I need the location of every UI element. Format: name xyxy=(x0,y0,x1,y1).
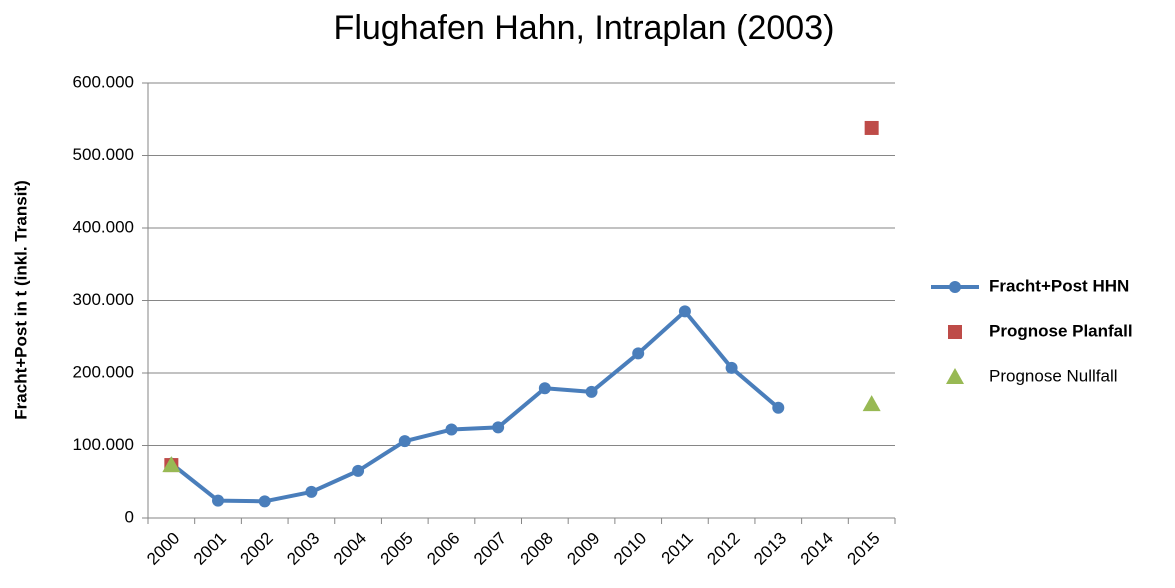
x-tick-label: 2003 xyxy=(283,529,323,569)
point xyxy=(538,382,551,395)
point xyxy=(632,347,645,360)
y-tick-label: 300.000 xyxy=(73,290,134,309)
y-tick-label: 0 xyxy=(125,507,134,526)
x-tick-label: 2008 xyxy=(517,529,557,569)
legend-symbol xyxy=(949,281,961,293)
x-tick-label: 2001 xyxy=(190,529,230,569)
x-tick-label: 2014 xyxy=(797,529,837,569)
legend-label: Prognose Planfall xyxy=(989,321,1133,340)
x-tick-label: 2015 xyxy=(843,529,883,569)
x-tick-label: 2013 xyxy=(750,529,790,569)
legend-label: Fracht+Post HHN xyxy=(989,276,1129,295)
x-tick-label: 2006 xyxy=(423,529,463,569)
y-axis-label: Fracht+Post in t (inkl. Transit) xyxy=(11,180,30,419)
legend-symbol xyxy=(948,325,962,339)
y-tick-label: 400.000 xyxy=(73,217,134,236)
x-tick-label: 2004 xyxy=(330,529,370,569)
point xyxy=(162,456,181,473)
point xyxy=(585,385,598,398)
y-tick-label: 600.000 xyxy=(73,72,134,91)
legend-symbol xyxy=(946,368,964,384)
point xyxy=(398,435,411,448)
point xyxy=(258,495,271,508)
x-tick-label: 2009 xyxy=(563,529,603,569)
point xyxy=(772,401,785,414)
point xyxy=(725,361,738,374)
point xyxy=(864,120,879,135)
legend-label: Prognose Nullfall xyxy=(989,366,1118,385)
x-tick-label: 2010 xyxy=(610,529,650,569)
y-tick-label: 500.000 xyxy=(73,145,134,164)
series-line xyxy=(170,309,780,504)
point xyxy=(445,423,458,436)
chart-title: Flughafen Hahn, Intraplan (2003) xyxy=(334,9,835,47)
x-tick-label: 2007 xyxy=(470,529,510,569)
y-tick-label: 100.000 xyxy=(73,435,134,454)
y-tick-label: 200.000 xyxy=(73,362,134,381)
x-tick-label: 2012 xyxy=(703,529,743,569)
point xyxy=(305,485,318,498)
x-tick-label: 2011 xyxy=(658,529,697,568)
point xyxy=(352,464,365,477)
x-tick-label: 2002 xyxy=(237,529,277,569)
x-tick-label: 2000 xyxy=(143,529,183,569)
point xyxy=(678,305,691,318)
point xyxy=(862,395,881,412)
x-tick-label: 2005 xyxy=(377,529,417,569)
point xyxy=(492,421,505,434)
point xyxy=(212,494,225,507)
